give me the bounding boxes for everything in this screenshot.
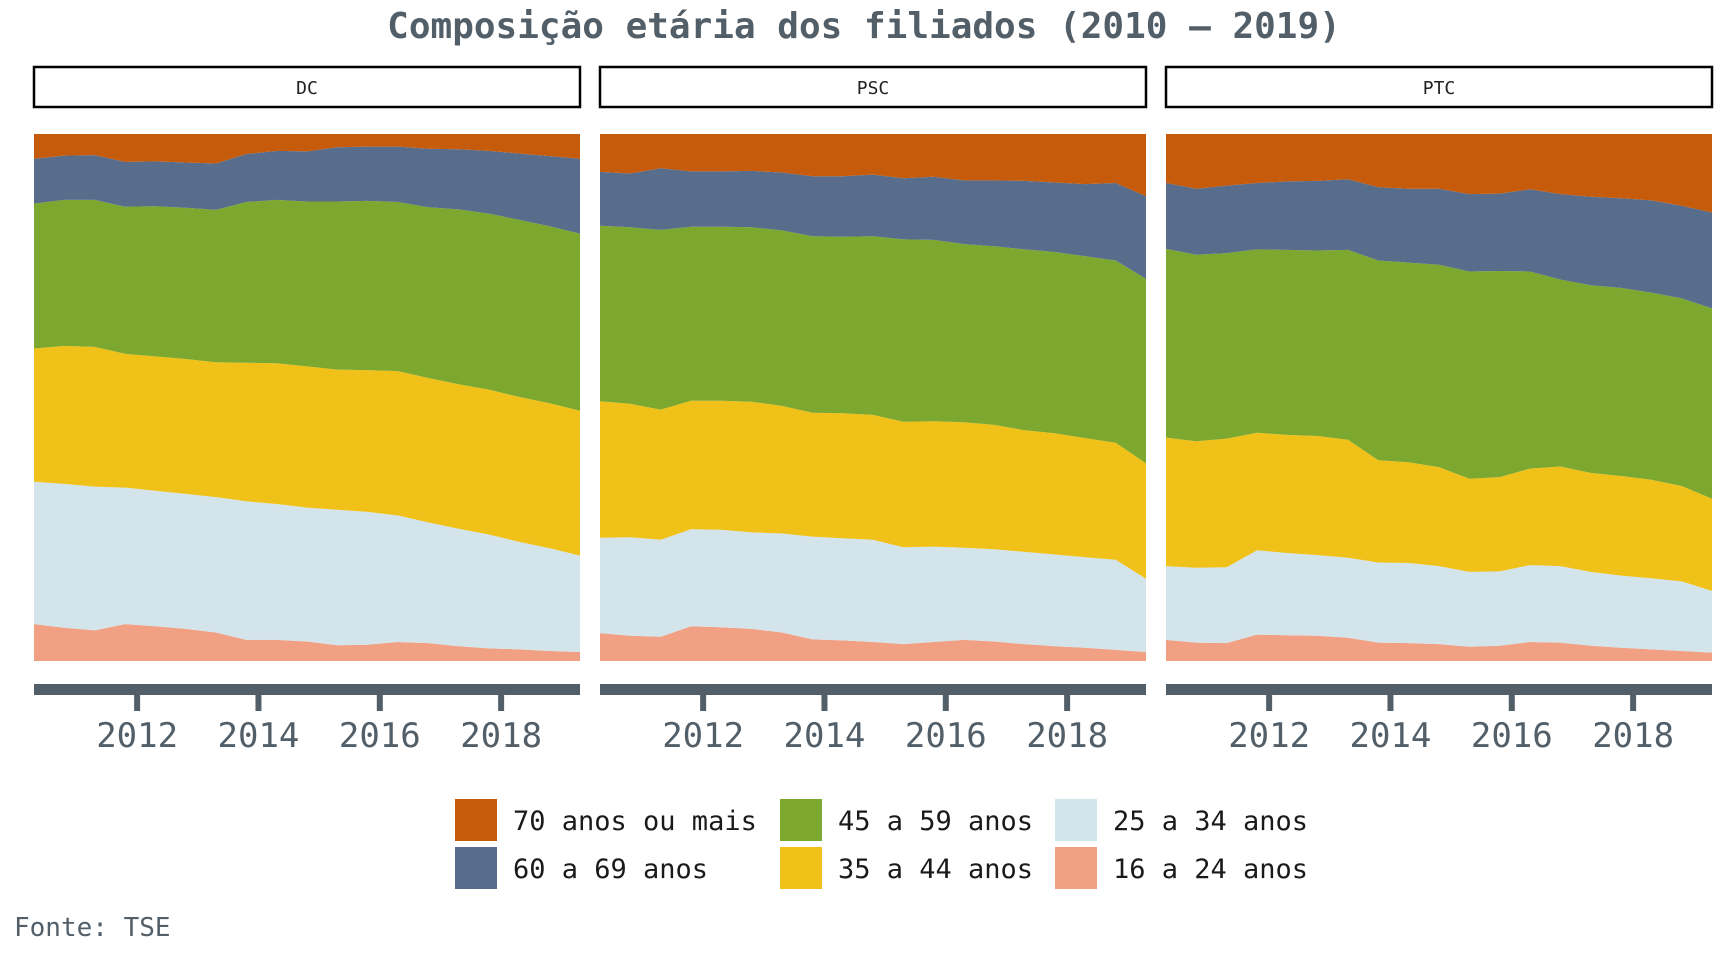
area-35-a-44-anos [600,400,1146,579]
legend: 70 anos ou mais 60 a 69 anos 45 a 59 anos 3… [455,799,1308,889]
x-tick [942,695,949,711]
legend-label: 70 anos ou mais [513,806,757,837]
area-60-a-69-anos [600,168,1146,279]
legend-swatch [780,847,822,889]
area-45-a-59-anos [1166,248,1712,499]
x-tick [821,695,828,711]
legend-item-45-a-59-anos: 45 a 59 anos [780,799,1033,841]
panel-psc: PSC 2012 2014 2016 2018 [598,65,1148,756]
x-tick-label: 2014 [218,716,300,756]
x-tick [1064,695,1071,711]
facet-strip-label: DC [296,78,318,99]
facet-strip-label: PTC [1423,78,1456,99]
legend-swatch [455,847,497,889]
area-70-anos-ou-mais [600,134,1146,197]
legend-item-35-a-44-anos: 35 a 44 anos [780,847,1033,889]
area-45-a-59-anos [34,199,580,411]
legend-label: 35 a 44 anos [838,854,1033,885]
x-tick-label: 2016 [1471,716,1553,756]
facet-strip [32,65,582,109]
area-16-a-24-anos [34,624,580,661]
source-note: Fonte: TSE [14,913,171,943]
area-70-anos-ou-mais [34,134,580,164]
x-tick [255,695,262,711]
legend-item-25-a-34-anos: 25 a 34 anos [1055,799,1308,841]
x-tick-label: 2014 [1350,716,1432,756]
x-tick-label: 2018 [460,716,542,756]
legend-item-16-a-24-anos: 16 a 24 anos [1055,847,1308,889]
panel-ptc: PTC 2012 2014 2016 2018 [1164,65,1714,756]
panel-dc: DC 2012 2014 2016 2018 [32,65,582,756]
legend-label: 60 a 69 anos [513,854,708,885]
x-tick [376,695,383,711]
x-tick-label: 2016 [339,716,421,756]
x-axis-line [600,684,1146,695]
area-16-a-24-anos [600,626,1146,661]
x-tick-label: 2014 [784,716,866,756]
legend-item-70-anos-ou-mais: 70 anos ou mais [455,799,757,841]
x-tick [1508,695,1515,711]
x-tick [1630,695,1637,711]
legend-item-60-a-69-anos: 60 a 69 anos [455,847,708,889]
legend-label: 25 a 34 anos [1113,806,1308,837]
area-25-a-34-anos [600,529,1146,652]
area-60-a-69-anos [1166,179,1712,309]
chart-title: Composição etária dos filiados (2010 – 2… [387,6,1341,47]
area-70-anos-ou-mais [1166,134,1712,213]
x-tick-label: 2012 [1228,716,1310,756]
legend-label: 16 a 24 anos [1113,854,1308,885]
facet-strip [598,65,1148,109]
x-tick [1387,695,1394,711]
x-tick [498,695,505,711]
x-tick [134,695,141,711]
legend-label: 45 a 59 anos [838,806,1033,837]
facet-strip-label: PSC [857,78,890,99]
x-tick-label: 2012 [662,716,744,756]
x-tick-label: 2012 [96,716,178,756]
area-16-a-24-anos [1166,634,1712,661]
x-tick-label: 2016 [905,716,987,756]
area-45-a-59-anos [600,225,1146,464]
area-25-a-34-anos [34,481,580,652]
legend-swatch [1055,847,1097,889]
x-tick-label: 2018 [1592,716,1674,756]
legend-swatch [455,799,497,841]
area-35-a-44-anos [1166,432,1712,591]
area-35-a-44-anos [34,345,580,556]
x-tick [1266,695,1273,711]
x-tick-label: 2018 [1026,716,1108,756]
legend-swatch [780,799,822,841]
x-axis-line [34,684,580,695]
facet-strip [1164,65,1714,109]
area-25-a-34-anos [1166,550,1712,653]
x-tick [700,695,707,711]
x-axis-line [1166,684,1712,695]
legend-swatch [1055,799,1097,841]
area-60-a-69-anos [34,146,580,234]
